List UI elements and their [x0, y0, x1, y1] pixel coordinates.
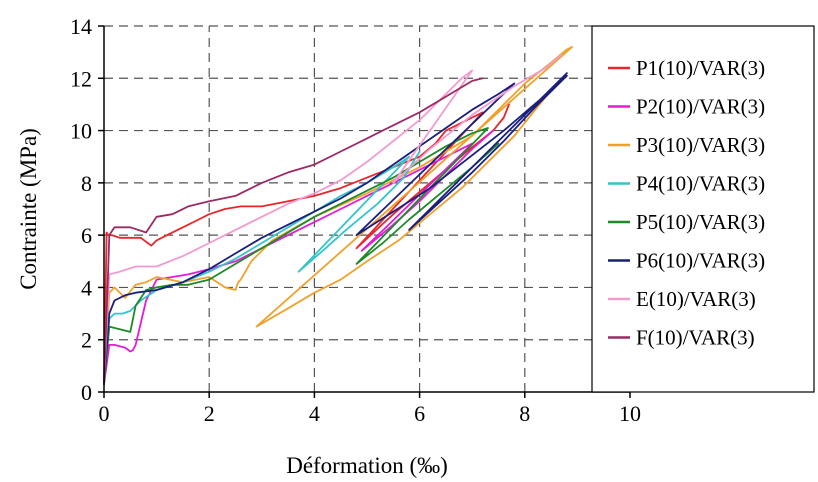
series-line-5 — [103, 72, 568, 386]
x-tick-label-3: 6 — [414, 401, 425, 426]
x-tick-label-0: 0 — [99, 401, 110, 426]
y-tick-label-0: 0 — [81, 380, 92, 405]
x-tick-label-4: 8 — [519, 401, 530, 426]
legend-label-2: P3(10)/VAR(3) — [636, 133, 765, 157]
x-tick-label-5: 10 — [619, 401, 641, 426]
y-tick-labels: 0 2 4 6 8 10 12 14 — [70, 14, 92, 405]
series-line-2 — [103, 46, 573, 386]
series-layer — [103, 46, 573, 386]
x-tick-label-2: 4 — [309, 401, 320, 426]
y-tick-label-1: 2 — [81, 328, 92, 353]
x-tick-label-1: 2 — [204, 401, 215, 426]
x-tick-labels: 0 2 4 6 8 10 — [99, 401, 642, 426]
legend-label-4: P5(10)/VAR(3) — [636, 210, 765, 234]
grid — [104, 25, 592, 392]
legend-label-3: P4(10)/VAR(3) — [636, 172, 765, 196]
axes — [98, 25, 631, 398]
y-tick-label-4: 8 — [81, 171, 92, 196]
y-tick-label-6: 12 — [70, 66, 92, 91]
y-tick-label-5: 10 — [70, 119, 92, 144]
legend: P1(10)/VAR(3) P2(10)/VAR(3) P3(10)/VAR(3) P… — [591, 25, 815, 393]
series-line-4 — [103, 127, 500, 386]
legend-label-0: P1(10)/VAR(3) — [636, 56, 765, 80]
series-line-3 — [103, 150, 421, 386]
series-line-6 — [103, 53, 563, 386]
legend-label-5: P6(10)/VAR(3) — [636, 249, 765, 273]
series-line-1 — [103, 129, 495, 386]
legend-box — [591, 25, 815, 393]
legend-label-6: E(10)/VAR(3) — [636, 287, 756, 311]
y-axis-title: Contrainte (MPa) — [16, 128, 41, 290]
y-tick-label-7: 14 — [70, 14, 92, 39]
x-axis-title: Déformation (‰) — [286, 453, 448, 478]
y-tick-label-2: 4 — [81, 275, 92, 300]
y-tick-label-3: 6 — [81, 223, 92, 248]
legend-label-1: P2(10)/VAR(3) — [636, 95, 765, 119]
series-line-7 — [103, 77, 484, 386]
legend-label-7: F(10)/VAR(3) — [636, 326, 755, 350]
